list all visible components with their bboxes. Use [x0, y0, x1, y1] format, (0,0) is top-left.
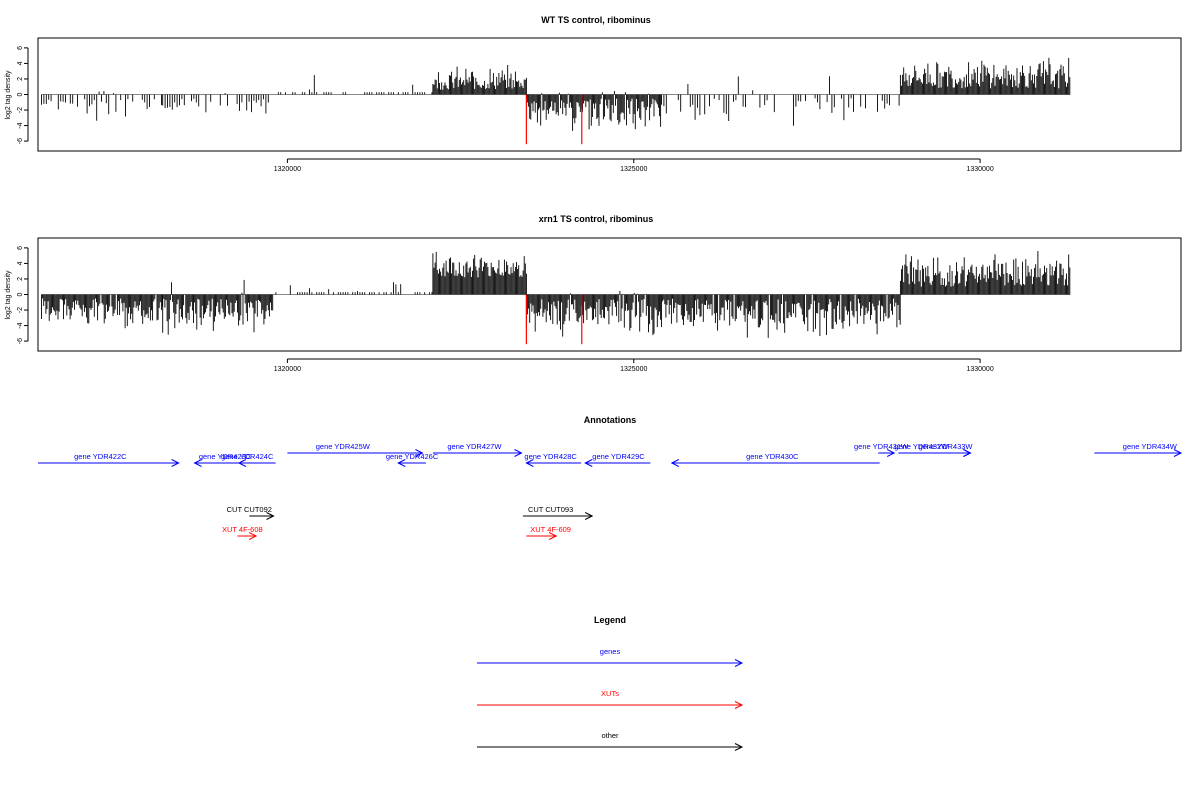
wt-plot-frame: [37, 37, 1182, 152]
y-tick-label: 4: [17, 261, 24, 265]
feature-gene: gene YDR428C: [524, 452, 582, 467]
y-tick-label: 2: [17, 277, 24, 281]
y-tick-label: -2: [17, 307, 24, 313]
x-tick-label: 1330000: [966, 366, 993, 373]
y-tick-label: 0: [17, 292, 24, 296]
xrn1-bars: [41, 251, 1071, 338]
arrowhead: [734, 743, 744, 751]
xrn1-plot-frame: [37, 237, 1182, 352]
feature-label: CUT CUT093: [528, 505, 573, 514]
wt-track: WT TS control, ribominus log2 tag densit…: [5, 15, 1182, 173]
arrowhead: [514, 449, 523, 457]
feature-other: CUT CUT092: [227, 505, 275, 520]
feature-label: XUT 4F-608: [222, 525, 263, 534]
feature-label: gene YDR429C: [592, 452, 645, 461]
feature-label: CUT CUT092: [227, 505, 272, 514]
y-tick-label: 0: [17, 92, 24, 96]
feature-label: gene YDR423C: [199, 452, 252, 461]
y-tick-label: 6: [17, 246, 24, 250]
arrowhead: [171, 459, 180, 467]
arrowhead: [397, 459, 406, 467]
feature-label: gene YDR425W: [316, 442, 371, 451]
x-tick-label: 1320000: [274, 366, 301, 373]
feature-other: CUT CUT093: [522, 505, 594, 520]
feature-label: gene YDR424C: [221, 452, 274, 461]
arrowhead: [1173, 449, 1183, 457]
feature-label: gene YDR432W: [894, 442, 949, 451]
arrowhead: [237, 459, 247, 467]
xrn1-x-axis: 1320000 1325000 1330000: [274, 358, 994, 373]
feature-gene: gene YDR429C: [584, 452, 651, 467]
y-tick-label: -6: [17, 138, 24, 144]
arrowhead: [734, 701, 744, 709]
legend: genes XUTs other: [477, 647, 744, 751]
x-tick-label: 1325000: [620, 366, 647, 373]
legend-item-other: other: [477, 731, 744, 751]
y-tick-label: -2: [17, 107, 24, 113]
x-tick-label: 1330000: [966, 166, 993, 173]
wt-track-title: WT TS control, ribominus: [541, 15, 651, 25]
feature-gene: gene YDR427W: [432, 442, 523, 457]
wt-red-marks: [525, 94, 583, 145]
feature-label: gene YDR430C: [746, 452, 799, 461]
wt-x-axis: 1320000 1325000 1330000: [274, 158, 994, 173]
wt-y-axis-label: log2 tag density: [5, 70, 12, 120]
arrowhead: [670, 459, 680, 467]
arrowhead: [266, 512, 275, 520]
feature-gene: gene YDR425W: [287, 442, 424, 457]
legend-label: other: [601, 731, 619, 740]
y-tick-label: -4: [17, 122, 24, 128]
legend-label: genes: [600, 647, 621, 656]
feature-label: gene YDR433W: [918, 442, 973, 451]
annotations-title: Annotations: [584, 415, 637, 425]
arrowhead: [248, 532, 258, 540]
y-tick-label: 4: [17, 61, 24, 65]
wt-bars: [41, 57, 1071, 131]
y-tick-label: 2: [17, 77, 24, 81]
arrowhead: [886, 449, 896, 457]
arrowhead: [415, 449, 424, 457]
feature-gene: gene YDR422C: [38, 452, 180, 467]
feature-label: gene YDR431W: [854, 442, 909, 451]
feature-gene: gene YDR426C: [386, 452, 439, 467]
legend-item-gene: genes: [477, 647, 744, 667]
arrowhead: [584, 512, 594, 520]
feature-xut: XUT 4F-608: [222, 525, 263, 540]
legend-label: XUTs: [601, 689, 619, 698]
arrowhead: [193, 459, 202, 467]
y-tick-label: 6: [17, 46, 24, 50]
feature-gene: gene YDR433W: [918, 442, 973, 457]
feature-label: XUT 4F-609: [530, 525, 571, 534]
feature-label: gene YDR434W: [1123, 442, 1178, 451]
feature-label: gene YDR428C: [524, 452, 577, 461]
arrowhead: [963, 449, 972, 457]
legend-item-xut: XUTs: [477, 689, 744, 709]
feature-label: gene YDR422C: [74, 452, 127, 461]
feature-gene: gene YDR431W: [854, 442, 909, 457]
arrowhead: [734, 659, 744, 667]
xrn1-track: xrn1 TS control, ribominus log2 tag dens…: [5, 214, 1182, 373]
x-tick-label: 1325000: [620, 166, 647, 173]
xrn1-y-axis-label: log2 tag density: [5, 270, 12, 320]
xrn1-track-title: xrn1 TS control, ribominus: [539, 214, 654, 224]
arrowhead: [525, 459, 534, 467]
y-tick-label: -4: [17, 322, 24, 328]
arrowhead: [584, 459, 593, 467]
arrowhead: [548, 532, 558, 540]
feature-label: gene YDR426C: [386, 452, 439, 461]
feature-gene: gene YDR424C: [221, 452, 276, 467]
feature-xut: XUT 4F-609: [526, 525, 571, 540]
legend-title: Legend: [594, 615, 626, 625]
feature-gene: gene YDR434W: [1094, 442, 1183, 457]
feature-gene: gene YDR430C: [670, 452, 880, 467]
y-tick-label: -6: [17, 338, 24, 344]
feature-label: gene YDR427W: [447, 442, 502, 451]
xrn1-red-marks: [525, 294, 583, 345]
wt-y-axis: 6 4 2 0 -2 -4 -6: [17, 46, 29, 144]
xrn1-y-axis: 6 4 2 0 -2 -4 -6: [17, 246, 29, 344]
x-tick-label: 1320000: [274, 166, 301, 173]
